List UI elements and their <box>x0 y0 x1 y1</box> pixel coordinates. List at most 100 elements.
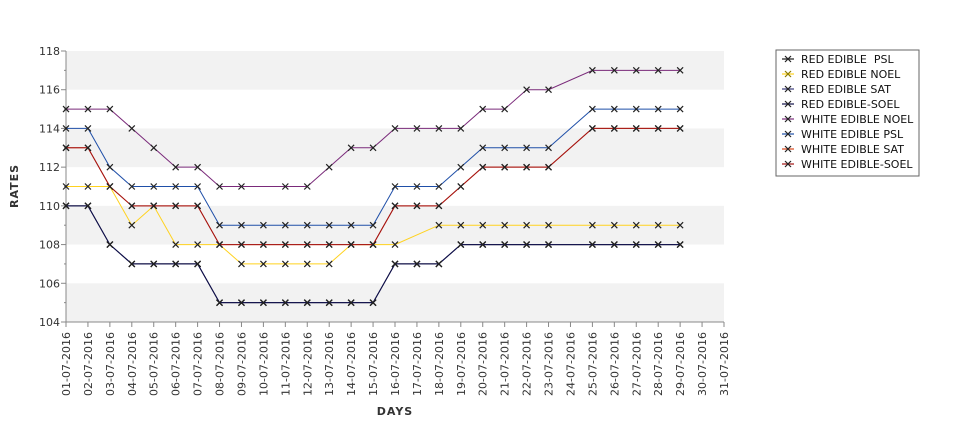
data-point <box>259 241 267 248</box>
data-point <box>347 299 355 307</box>
data-point <box>588 125 596 132</box>
data-point <box>413 183 421 190</box>
data-point <box>545 241 552 248</box>
data-point <box>238 183 245 190</box>
data-point <box>194 202 202 210</box>
x-tick-label: 12-07-2016 <box>301 332 314 396</box>
data-point <box>128 183 136 190</box>
x-tick-label: 09-07-2016 <box>235 332 248 396</box>
data-point <box>413 202 421 210</box>
data-point <box>238 241 245 248</box>
data-point <box>545 163 552 171</box>
data-point <box>194 260 202 268</box>
data-point <box>325 260 333 268</box>
x-tick-label: 16-07-2016 <box>389 332 402 396</box>
data-point <box>654 221 662 229</box>
data-point <box>632 66 640 74</box>
data-point <box>676 66 684 74</box>
x-tick-label: 03-07-2016 <box>104 332 117 396</box>
data-point <box>457 183 465 190</box>
legend-item: WHITE EDIBLE-SOEL <box>782 158 913 171</box>
data-point <box>303 183 311 190</box>
data-point <box>84 202 92 210</box>
data-point <box>479 163 487 171</box>
data-point <box>391 183 399 190</box>
data-point <box>194 163 202 171</box>
x-tick-label: 23-07-2016 <box>543 332 556 396</box>
data-point <box>654 125 662 132</box>
series-5 <box>62 105 684 229</box>
x-tick-label: 18-07-2016 <box>433 332 446 396</box>
data-point <box>150 144 158 152</box>
legend-item: WHITE EDIBLE SAT <box>782 143 904 156</box>
data-point <box>106 241 114 248</box>
data-point <box>216 241 223 248</box>
data-point <box>325 299 333 307</box>
legend-label: WHITE EDIBLE SAT <box>801 143 904 156</box>
data-point <box>501 241 509 248</box>
data-point <box>347 144 355 152</box>
data-point <box>479 241 487 248</box>
y-tick-label: 112 <box>39 161 60 174</box>
data-point <box>501 144 509 152</box>
data-point <box>369 144 377 152</box>
data-point <box>676 105 684 113</box>
series-line <box>66 108 681 226</box>
data-point <box>281 260 289 268</box>
data-point <box>194 241 202 248</box>
data-point <box>281 183 289 190</box>
series-line <box>66 205 681 304</box>
data-point <box>610 221 618 229</box>
data-point <box>216 183 223 190</box>
grid-band <box>66 283 724 322</box>
data-point <box>106 183 114 190</box>
y-tick-label: 108 <box>39 239 60 252</box>
legend-item: WHITE EDIBLE NOEL <box>782 113 914 126</box>
data-point <box>413 125 421 132</box>
legend-label: WHITE EDIBLE NOEL <box>801 113 914 126</box>
data-point <box>150 202 158 210</box>
series-layer <box>62 66 684 307</box>
x-tick-label: 30-07-2016 <box>696 332 709 396</box>
data-point <box>545 86 552 94</box>
x-tick-label: 10-07-2016 <box>257 332 270 396</box>
y-axis-title: RATES <box>8 164 21 208</box>
data-point <box>194 183 202 190</box>
data-point <box>303 260 311 268</box>
data-point <box>501 163 509 171</box>
data-point <box>281 241 289 248</box>
legend-marker <box>784 115 792 123</box>
data-point <box>501 221 509 229</box>
data-point <box>62 144 70 152</box>
data-point <box>281 299 289 307</box>
x-tick-label: 05-07-2016 <box>148 332 161 396</box>
data-point <box>281 221 289 229</box>
data-point <box>62 202 70 210</box>
data-point <box>457 221 465 229</box>
legend-item: RED EDIBLE-SOEL <box>782 98 900 111</box>
data-point <box>172 183 180 190</box>
data-point <box>259 299 267 307</box>
x-tick-label: 14-07-2016 <box>345 332 358 396</box>
data-point <box>216 299 223 307</box>
legend-label: RED EDIBLE SAT <box>801 83 891 96</box>
x-tick-label: 28-07-2016 <box>652 332 665 396</box>
data-point <box>391 260 399 268</box>
data-point <box>479 105 487 113</box>
data-point <box>303 299 311 307</box>
data-point <box>413 260 421 268</box>
x-tick-label: 01-07-2016 <box>60 332 73 396</box>
y-tick-label: 106 <box>39 277 60 290</box>
data-point <box>369 241 377 248</box>
data-point <box>391 125 399 132</box>
legend-marker <box>784 160 792 168</box>
data-point <box>610 241 618 248</box>
legend-item: RED EDIBLE NOEL <box>782 68 901 81</box>
data-point <box>610 125 618 132</box>
data-point <box>259 260 267 268</box>
data-point <box>172 241 180 248</box>
data-point <box>238 260 245 268</box>
legend: RED EDIBLE PSL RED EDIBLE NOEL RED EDIBLE … <box>775 49 920 177</box>
series-4 <box>62 66 684 190</box>
data-point <box>654 105 662 113</box>
